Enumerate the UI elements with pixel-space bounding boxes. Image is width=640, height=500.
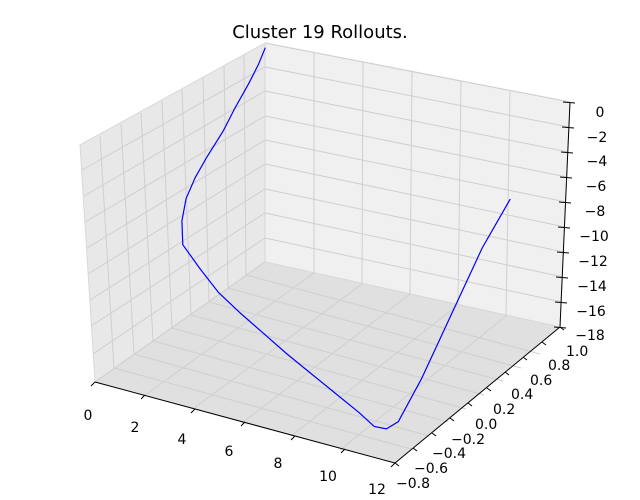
z-ticks <box>553 101 576 329</box>
z-tick-label: −14 <box>577 279 607 295</box>
y-tick-label: −0.6 <box>414 461 448 477</box>
x-tick-label: 8 <box>274 456 283 472</box>
y-axis-line <box>394 326 561 464</box>
x-tick-label: 4 <box>178 432 187 448</box>
y-tick-label: 0.4 <box>511 387 533 403</box>
z-tick-labels: 0 −2 −4 −6 −8 −10 −12 −14 −16 −18 <box>575 105 609 344</box>
z-tick-label: 0 <box>596 105 605 121</box>
x-tick-label: 2 <box>131 420 140 436</box>
y-tick-label: 0.6 <box>530 373 552 389</box>
y-tick-label: 1.0 <box>566 344 588 360</box>
y-ticks <box>394 326 565 467</box>
z-tick-label: −2 <box>587 130 608 146</box>
y-tick-label: −0.2 <box>451 432 485 448</box>
z-tick-label: −12 <box>578 254 608 270</box>
y-tick-labels: −0.8 −0.6 −0.4 −0.2 0.0 0.2 0.4 0.6 0.8 … <box>396 344 588 492</box>
z-tick-label: −8 <box>585 204 606 220</box>
x-tick-label: 6 <box>225 444 234 460</box>
rollout-line <box>181 47 511 430</box>
z-tick-label: −18 <box>575 328 605 344</box>
y-tick-label: 0.8 <box>548 358 570 374</box>
y-tick-label: 0.2 <box>493 402 515 418</box>
x-tick-label: 12 <box>368 482 386 498</box>
z-axis-line <box>559 101 571 328</box>
x-ticks <box>90 381 396 468</box>
x-tick-label: 0 <box>84 408 93 424</box>
y-tick-label: 0.0 <box>475 417 497 433</box>
x-tick-labels: 0 2 4 6 8 10 12 <box>84 408 386 498</box>
z-tick-label: −4 <box>587 154 608 170</box>
pane-grid <box>81 42 571 451</box>
chart-title: Cluster 19 Rollouts. <box>232 22 408 43</box>
z-tick-label: −6 <box>586 179 607 195</box>
z-tick-label: −16 <box>576 304 606 320</box>
x-tick-label: 10 <box>319 469 337 485</box>
y-tick-label: −0.4 <box>432 446 466 462</box>
z-tick-label: −10 <box>579 229 609 245</box>
y-tick-label: −0.8 <box>396 476 430 492</box>
